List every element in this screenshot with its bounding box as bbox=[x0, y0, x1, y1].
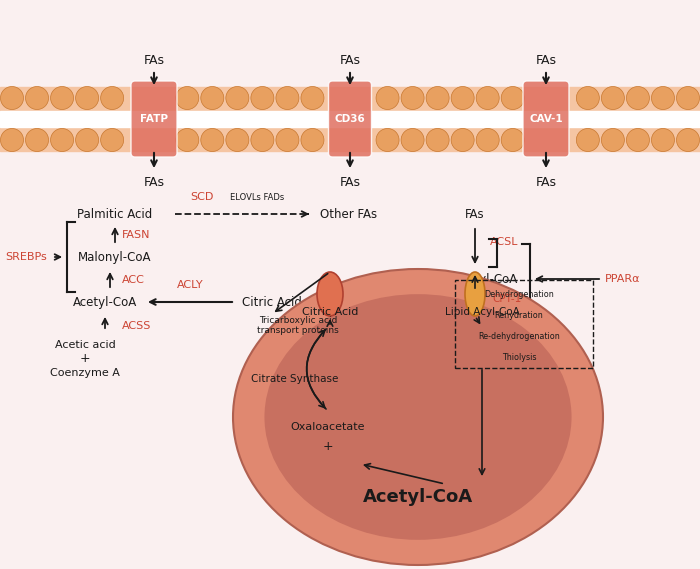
Circle shape bbox=[226, 86, 248, 109]
Text: CAV-1: CAV-1 bbox=[529, 114, 563, 124]
Circle shape bbox=[1, 86, 24, 109]
Text: ACLY: ACLY bbox=[176, 280, 203, 290]
Circle shape bbox=[601, 129, 624, 151]
Circle shape bbox=[676, 129, 699, 151]
Text: Thiolysis: Thiolysis bbox=[502, 353, 536, 361]
Text: Citrate Synthase: Citrate Synthase bbox=[251, 374, 339, 384]
Text: Oxaloacetate: Oxaloacetate bbox=[290, 422, 365, 432]
Circle shape bbox=[1, 129, 24, 151]
Circle shape bbox=[25, 129, 48, 151]
Text: Citric Acid: Citric Acid bbox=[242, 295, 302, 308]
Bar bbox=[455, 280, 593, 368]
Text: ACSS: ACSS bbox=[122, 320, 151, 331]
Text: Tricarboxylic acid
transport proteins: Tricarboxylic acid transport proteins bbox=[257, 316, 339, 335]
Text: FAs: FAs bbox=[144, 54, 164, 67]
Circle shape bbox=[276, 86, 299, 109]
Circle shape bbox=[201, 129, 224, 151]
Circle shape bbox=[226, 129, 248, 151]
Text: SCD: SCD bbox=[190, 192, 214, 202]
Bar bbox=[0, 111, 700, 127]
Circle shape bbox=[101, 86, 124, 109]
Text: FAs: FAs bbox=[536, 54, 556, 67]
Circle shape bbox=[576, 129, 599, 151]
Circle shape bbox=[676, 86, 699, 109]
Circle shape bbox=[501, 129, 524, 151]
Circle shape bbox=[501, 86, 524, 109]
Circle shape bbox=[376, 129, 399, 151]
Circle shape bbox=[476, 129, 499, 151]
Circle shape bbox=[401, 86, 424, 109]
Text: Other FAs: Other FAs bbox=[320, 208, 377, 221]
Text: Citric Acid: Citric Acid bbox=[302, 307, 358, 317]
Ellipse shape bbox=[233, 269, 603, 565]
Circle shape bbox=[476, 86, 499, 109]
Circle shape bbox=[601, 86, 624, 109]
Ellipse shape bbox=[317, 272, 343, 316]
Text: ACC: ACC bbox=[122, 274, 145, 284]
Text: FAs: FAs bbox=[144, 176, 164, 189]
Text: CPT-1: CPT-1 bbox=[492, 294, 522, 304]
Ellipse shape bbox=[465, 272, 485, 316]
Text: FATP: FATP bbox=[140, 114, 168, 124]
Text: Malonyl-CoA: Malonyl-CoA bbox=[78, 250, 152, 263]
FancyBboxPatch shape bbox=[328, 81, 372, 157]
Text: Rehydration: Rehydration bbox=[495, 311, 543, 320]
Circle shape bbox=[50, 86, 74, 109]
Circle shape bbox=[276, 129, 299, 151]
Text: SREBPs: SREBPs bbox=[5, 252, 47, 262]
Text: Palmitic Acid: Palmitic Acid bbox=[78, 208, 153, 221]
FancyBboxPatch shape bbox=[131, 81, 177, 157]
Text: Coenzyme A: Coenzyme A bbox=[50, 368, 120, 378]
Bar bbox=[0, 119, 700, 151]
Text: +: + bbox=[80, 353, 90, 365]
Text: Mitochondria: Mitochondria bbox=[377, 550, 458, 563]
Circle shape bbox=[301, 129, 324, 151]
Circle shape bbox=[50, 129, 74, 151]
Circle shape bbox=[652, 129, 675, 151]
Circle shape bbox=[251, 129, 274, 151]
Circle shape bbox=[76, 86, 99, 109]
Text: ACSL: ACSL bbox=[490, 237, 519, 246]
Circle shape bbox=[626, 129, 650, 151]
Circle shape bbox=[401, 129, 424, 151]
Text: FAs: FAs bbox=[340, 176, 360, 189]
FancyBboxPatch shape bbox=[523, 81, 569, 157]
Circle shape bbox=[426, 86, 449, 109]
Circle shape bbox=[176, 86, 199, 109]
Circle shape bbox=[25, 86, 48, 109]
Circle shape bbox=[176, 129, 199, 151]
Text: FASN: FASN bbox=[122, 229, 150, 240]
Ellipse shape bbox=[265, 294, 572, 540]
Text: ELOVLs FADs: ELOVLs FADs bbox=[230, 193, 284, 202]
Circle shape bbox=[626, 86, 650, 109]
Text: Dehydrogenation: Dehydrogenation bbox=[484, 290, 554, 299]
Text: Lipid Acyl-CoA: Lipid Acyl-CoA bbox=[433, 273, 517, 286]
Bar bbox=[0, 87, 700, 119]
Circle shape bbox=[301, 86, 324, 109]
Text: Acetyl-CoA: Acetyl-CoA bbox=[73, 295, 137, 308]
Text: Acetyl-CoA: Acetyl-CoA bbox=[363, 488, 473, 506]
Circle shape bbox=[426, 129, 449, 151]
Text: Lipid Acyl-CoA: Lipid Acyl-CoA bbox=[444, 307, 519, 317]
Text: PPARα: PPARα bbox=[605, 274, 640, 284]
Circle shape bbox=[652, 86, 675, 109]
Circle shape bbox=[101, 129, 124, 151]
Text: FAs: FAs bbox=[340, 54, 360, 67]
Circle shape bbox=[201, 86, 224, 109]
Circle shape bbox=[76, 129, 99, 151]
Circle shape bbox=[576, 86, 599, 109]
Circle shape bbox=[452, 86, 474, 109]
Text: FAs: FAs bbox=[466, 208, 485, 221]
Text: CD36: CD36 bbox=[335, 114, 365, 124]
Circle shape bbox=[376, 86, 399, 109]
Circle shape bbox=[452, 129, 474, 151]
Text: Re-dehydrogenation: Re-dehydrogenation bbox=[478, 332, 560, 340]
Circle shape bbox=[251, 86, 274, 109]
Text: +: + bbox=[323, 440, 333, 453]
Text: Acetic acid: Acetic acid bbox=[55, 340, 116, 350]
Text: FAs: FAs bbox=[536, 176, 556, 189]
